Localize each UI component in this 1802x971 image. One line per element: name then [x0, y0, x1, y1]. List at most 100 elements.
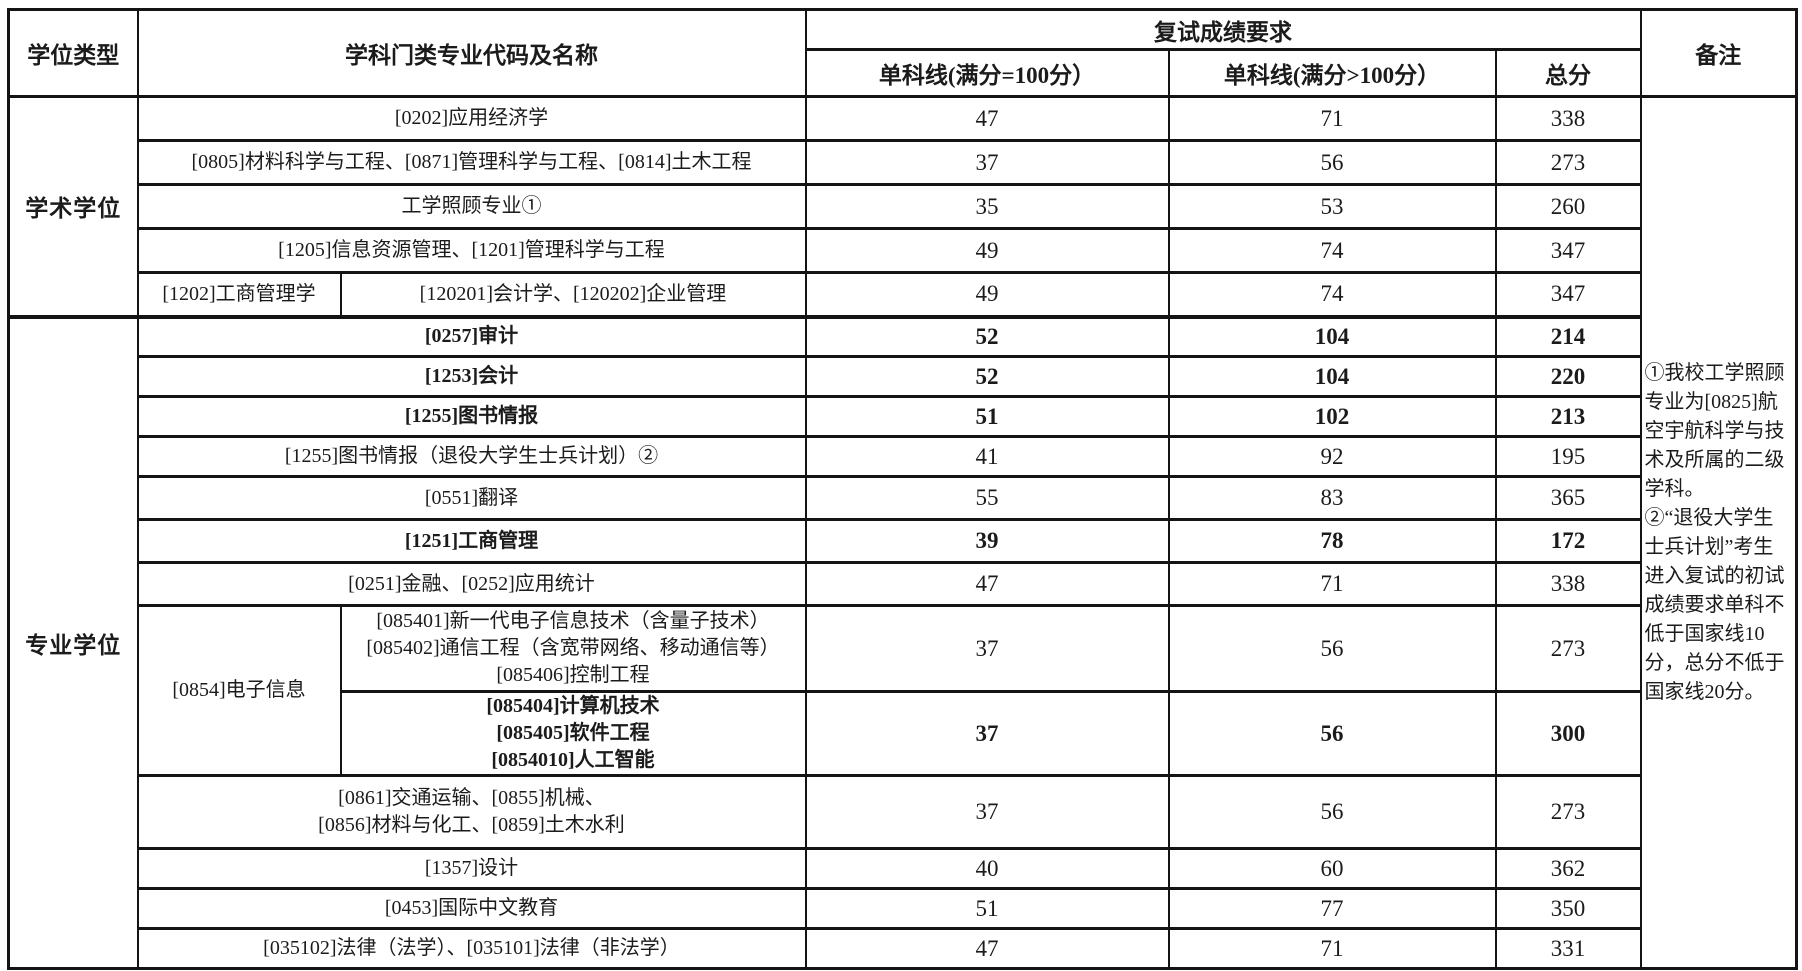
score-single-gt100-cell: 74	[1167, 227, 1497, 274]
score-single-gt100-cell: 56	[1167, 690, 1497, 777]
score-single-gt100-cell: 77	[1167, 887, 1497, 930]
score-single-gt100-cell: 104	[1167, 355, 1497, 398]
subject-cell: [0805]材料科学与工程、[0871]管理科学与工程、[0814]土木工程	[136, 139, 807, 186]
subject-group-cell: [0854]电子信息	[136, 604, 342, 777]
table-row: 学术学位 [0202]应用经济学 47 71 338 ①我校工学照顾专业为[08…	[7, 95, 1798, 970]
subject-cell: [1357]设计	[136, 847, 807, 890]
subject-cell: [085404]计算机技术 [085405]软件工程 [0854010]人工智能	[339, 690, 807, 777]
table-row: [1255]图书情报（退役大学生士兵计划）② 41 92 195	[9, 435, 1797, 478]
score-total-cell: 172	[1494, 518, 1642, 564]
subject-cell: [1251]工商管理	[136, 518, 807, 564]
table-row: [0453]国际中文教育 51 77 350	[9, 887, 1797, 930]
score-single100-cell: 52	[804, 314, 1170, 358]
table-row: [1251]工商管理 39 78 172	[9, 518, 1797, 564]
score-single100-cell: 47	[804, 927, 1170, 970]
score-single-gt100-cell: 71	[1167, 927, 1497, 970]
score-total-cell: 273	[1494, 774, 1642, 850]
subject-cell: [085401]新一代电子信息技术（含量子技术） [085402]通信工程（含宽…	[339, 604, 807, 693]
subject-cell: [120201]会计学、[120202]企业管理	[339, 271, 807, 318]
table-row: [0551]翻译 55 83 365	[9, 475, 1797, 521]
subject-cell: [0551]翻译	[136, 475, 807, 521]
score-total-cell: 365	[1494, 475, 1642, 521]
subject-cell: [0251]金融、[0252]应用统计	[136, 561, 807, 607]
score-single100-cell: 47	[804, 561, 1170, 607]
score-total-cell: 350	[1494, 887, 1642, 930]
header-total: 总分	[1494, 48, 1642, 98]
score-total-cell: 347	[1494, 227, 1642, 274]
score-single-gt100-cell: 102	[1167, 395, 1497, 438]
score-single100-cell: 37	[804, 604, 1170, 693]
subject-cell: [035102]法律（法学）、[035101]法律（非法学）	[136, 927, 807, 970]
score-total-cell: 362	[1494, 847, 1642, 890]
score-single-gt100-cell: 104	[1167, 314, 1497, 358]
score-single-gt100-cell: 53	[1167, 183, 1497, 230]
score-total-cell: 213	[1494, 395, 1642, 438]
table-row: [035102]法律（法学）、[035101]法律（非法学） 47 71 331	[9, 927, 1797, 970]
table-row: [0861]交通运输、[0855]机械、 [0856]材料与化工、[0859]土…	[9, 774, 1797, 850]
table-row: [0854]电子信息 [085401]新一代电子信息技术（含量子技术） [085…	[9, 604, 1797, 777]
table-row: [1357]设计 40 60 362	[9, 847, 1797, 890]
score-single-gt100-cell: 92	[1167, 435, 1497, 478]
score-single-gt100-cell: 83	[1167, 475, 1497, 521]
table-row: [0251]金融、[0252]应用统计 47 71 338	[9, 561, 1797, 607]
score-single-gt100-cell: 74	[1167, 271, 1497, 318]
subject-cell: [1255]图书情报	[136, 395, 807, 438]
score-single100-cell: 37	[804, 690, 1170, 777]
subject-cell: [1253]会计	[136, 355, 807, 398]
score-single100-cell: 37	[804, 774, 1170, 850]
score-single-gt100-cell: 78	[1167, 518, 1497, 564]
subject-cell: 工学照顾专业①	[136, 183, 807, 230]
table-row: [1202]工商管理学 [120201]会计学、[120202]企业管理 49 …	[9, 271, 1797, 318]
score-total-cell: 273	[1494, 139, 1642, 186]
score-single100-cell: 40	[804, 847, 1170, 890]
table-row: 工学照顾专业① 35 53 260	[9, 183, 1797, 230]
score-single100-cell: 51	[804, 395, 1170, 438]
score-single-gt100-cell: 56	[1167, 139, 1497, 186]
score-total-cell: 260	[1494, 183, 1642, 230]
score-single-gt100-cell: 56	[1167, 774, 1497, 850]
header-row-1: 学位类型 学科门类专业代码及名称 复试成绩要求 备注	[7, 8, 1798, 98]
subject-cell: [0453]国际中文教育	[136, 887, 807, 930]
table-row: [0805]材料科学与工程、[0871]管理科学与工程、[0814]土木工程 3…	[9, 139, 1797, 186]
score-total-cell: 347	[1494, 271, 1642, 318]
score-single100-cell: 35	[804, 183, 1170, 230]
score-single100-cell: 49	[804, 271, 1170, 318]
score-total-cell: 195	[1494, 435, 1642, 478]
score-single100-cell: 41	[804, 435, 1170, 478]
header-retest-group: 复试成绩要求	[804, 8, 1642, 51]
score-total-cell: 300	[1494, 690, 1642, 777]
score-total-cell: 220	[1494, 355, 1642, 398]
score-single-gt100-cell: 71	[1167, 561, 1497, 607]
score-total-cell: 338	[1494, 561, 1642, 607]
table-row: [1205]信息资源管理、[1201]管理科学与工程 49 74 347	[9, 227, 1797, 274]
score-single-gt100-cell: 60	[1167, 847, 1497, 890]
table-row: [1255]图书情报 51 102 213	[9, 395, 1797, 438]
remarks-cell: ①我校工学照顾专业为[0825]航空宇航科学与技术及所属的二级学科。 ②“退役大…	[1639, 95, 1798, 970]
degree-type-academic: 学术学位	[7, 95, 139, 318]
score-single100-cell: 55	[804, 475, 1170, 521]
score-single100-cell: 39	[804, 518, 1170, 564]
header-subject: 学科门类专业代码及名称	[136, 8, 807, 98]
degree-type-professional: 专业学位	[7, 314, 139, 970]
header-degree-type: 学位类型	[7, 8, 139, 98]
score-single100-cell: 52	[804, 355, 1170, 398]
header-row-2: 单科线(满分=100分） 单科线(满分>100分） 总分	[9, 48, 1797, 98]
score-single100-cell: 47	[804, 95, 1170, 142]
header-remarks: 备注	[1639, 8, 1798, 98]
subject-cell: [0202]应用经济学	[136, 95, 807, 142]
score-single-gt100-cell: 71	[1167, 95, 1497, 142]
header-single-gt100: 单科线(满分>100分）	[1167, 48, 1497, 98]
subject-cell: [1255]图书情报（退役大学生士兵计划）②	[136, 435, 807, 478]
score-total-cell: 214	[1494, 314, 1642, 358]
score-total-cell: 331	[1494, 927, 1642, 970]
table-row: [1253]会计 52 104 220	[9, 355, 1797, 398]
score-single100-cell: 51	[804, 887, 1170, 930]
score-single100-cell: 37	[804, 139, 1170, 186]
subject-cell: [0861]交通运输、[0855]机械、 [0856]材料与化工、[0859]土…	[136, 774, 807, 850]
score-single100-cell: 49	[804, 227, 1170, 274]
subject-cell: [0257]审计	[136, 314, 807, 358]
score-total-cell: 338	[1494, 95, 1642, 142]
score-total-cell: 273	[1494, 604, 1642, 693]
table-row: 专业学位 [0257]审计 52 104 214	[7, 314, 1797, 970]
